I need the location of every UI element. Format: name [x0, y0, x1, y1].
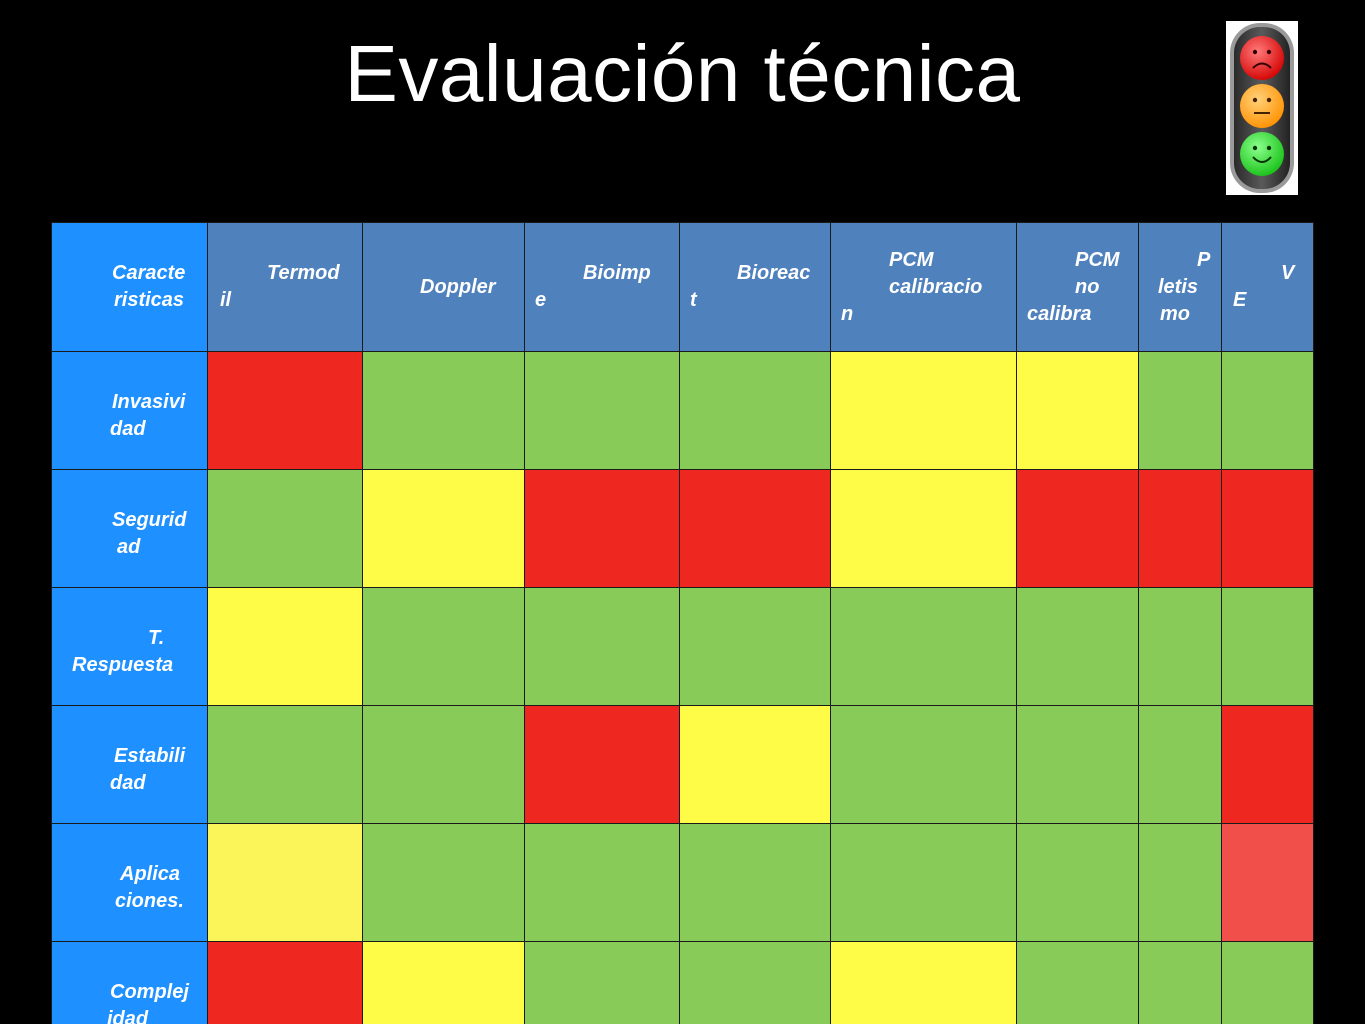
- rating-cell: [207, 587, 363, 706]
- rating-cell: [362, 351, 525, 470]
- row-header-line: Aplica: [120, 862, 181, 885]
- rating-cell: [207, 469, 363, 588]
- column-header-pletismo: P letis mo: [1138, 222, 1222, 352]
- rating-cell: [830, 469, 1017, 588]
- column-header-bioimpe: Bioimp e: [524, 222, 680, 352]
- rating-cell: [207, 351, 363, 470]
- rating-cell: [679, 705, 831, 824]
- rating-cell: [362, 705, 525, 824]
- row-header-line: Respuesta: [72, 653, 174, 676]
- column-header-pcm-no-calibra: PCM no calibra: [1016, 222, 1139, 352]
- row-header-line: Segurid: [112, 508, 187, 531]
- rating-cell: [1138, 351, 1222, 470]
- rating-cell: [1016, 941, 1139, 1024]
- rating-cell: [524, 351, 680, 470]
- page-title: Evaluación técnica: [344, 29, 1021, 118]
- table-row: Complej idad: [51, 941, 1314, 1024]
- rating-cell: [1138, 941, 1222, 1024]
- rating-cell: [1016, 351, 1139, 470]
- header-row: Caracte risticas Termod il Doppler Bioim…: [51, 222, 1314, 352]
- row-header-line: idad: [107, 1007, 149, 1024]
- rating-cell: [679, 587, 831, 706]
- rating-cell: [679, 351, 831, 470]
- table-row: Aplica ciones.: [51, 823, 1314, 942]
- table-row: T. Respuesta: [51, 587, 1314, 706]
- rating-cell: [207, 941, 363, 1024]
- happy-face-icon: [1240, 132, 1284, 176]
- sad-face-icon: [1240, 36, 1284, 80]
- rating-cell: [1138, 823, 1222, 942]
- rating-cell: [362, 941, 525, 1024]
- rating-cell: [679, 941, 831, 1024]
- rating-cell: [524, 941, 680, 1024]
- traffic-light-icon: [1226, 21, 1298, 195]
- column-header-ve: V E: [1221, 222, 1314, 352]
- table-row: Estabili dad: [51, 705, 1314, 824]
- row-header-line: ad: [117, 535, 141, 558]
- rating-cell: [362, 469, 525, 588]
- rating-cell: [830, 587, 1017, 706]
- rating-cell: [830, 823, 1017, 942]
- rating-cell: [524, 587, 680, 706]
- column-header-termodil: Termod il: [207, 222, 363, 352]
- rating-cell: [1221, 705, 1314, 824]
- rating-cell: [1016, 823, 1139, 942]
- rating-cell: [207, 823, 363, 942]
- row-header: Complej idad: [51, 941, 208, 1024]
- rating-cell: [1221, 941, 1314, 1024]
- neutral-face-icon: [1240, 84, 1284, 128]
- row-header: Estabili dad: [51, 705, 208, 824]
- rating-cell: [524, 705, 680, 824]
- rating-cell: [1016, 705, 1139, 824]
- rating-cell: [524, 823, 680, 942]
- rating-cell: [362, 823, 525, 942]
- rating-cell: [1221, 823, 1314, 942]
- row-header: Invasivi dad: [51, 351, 208, 470]
- rating-cell: [1016, 469, 1139, 588]
- evaluation-table: Caracte risticas Termod il Doppler Bioim…: [51, 222, 1314, 1024]
- row-header: Aplica ciones.: [51, 823, 208, 942]
- rating-cell: [830, 941, 1017, 1024]
- row-header: T. Respuesta: [51, 587, 208, 706]
- column-header-pcm-calibracion: PCM calibracio n: [830, 222, 1017, 352]
- rating-cell: [1221, 351, 1314, 470]
- rating-cell: [1138, 469, 1222, 588]
- rating-cell: [207, 705, 363, 824]
- row-header-line: Estabili: [114, 744, 186, 767]
- rating-cell: [362, 587, 525, 706]
- row-header-line: Invasivi: [112, 390, 186, 413]
- row-header-line: ciones.: [115, 889, 184, 912]
- table-row: Invasivi dad: [51, 351, 1314, 470]
- rating-cell: [1221, 587, 1314, 706]
- row-header-line: Complej: [110, 980, 189, 1003]
- rating-cell: [1221, 469, 1314, 588]
- row-header-line: T.: [148, 626, 165, 649]
- rating-cell: [1138, 705, 1222, 824]
- rating-cell: [679, 469, 831, 588]
- rating-cell: [1016, 587, 1139, 706]
- row-header-line: dad: [110, 417, 146, 440]
- column-header-bioreact: Bioreac t: [679, 222, 831, 352]
- rating-cell: [524, 469, 680, 588]
- column-header-doppler: Doppler: [362, 222, 525, 352]
- rating-cell: [830, 705, 1017, 824]
- row-header-line: dad: [110, 771, 146, 794]
- row-header: Segurid ad: [51, 469, 208, 588]
- table-row: Segurid ad: [51, 469, 1314, 588]
- rating-cell: [1138, 587, 1222, 706]
- rating-cell: [830, 351, 1017, 470]
- rating-cell: [679, 823, 831, 942]
- corner-header: Caracte risticas: [51, 222, 208, 352]
